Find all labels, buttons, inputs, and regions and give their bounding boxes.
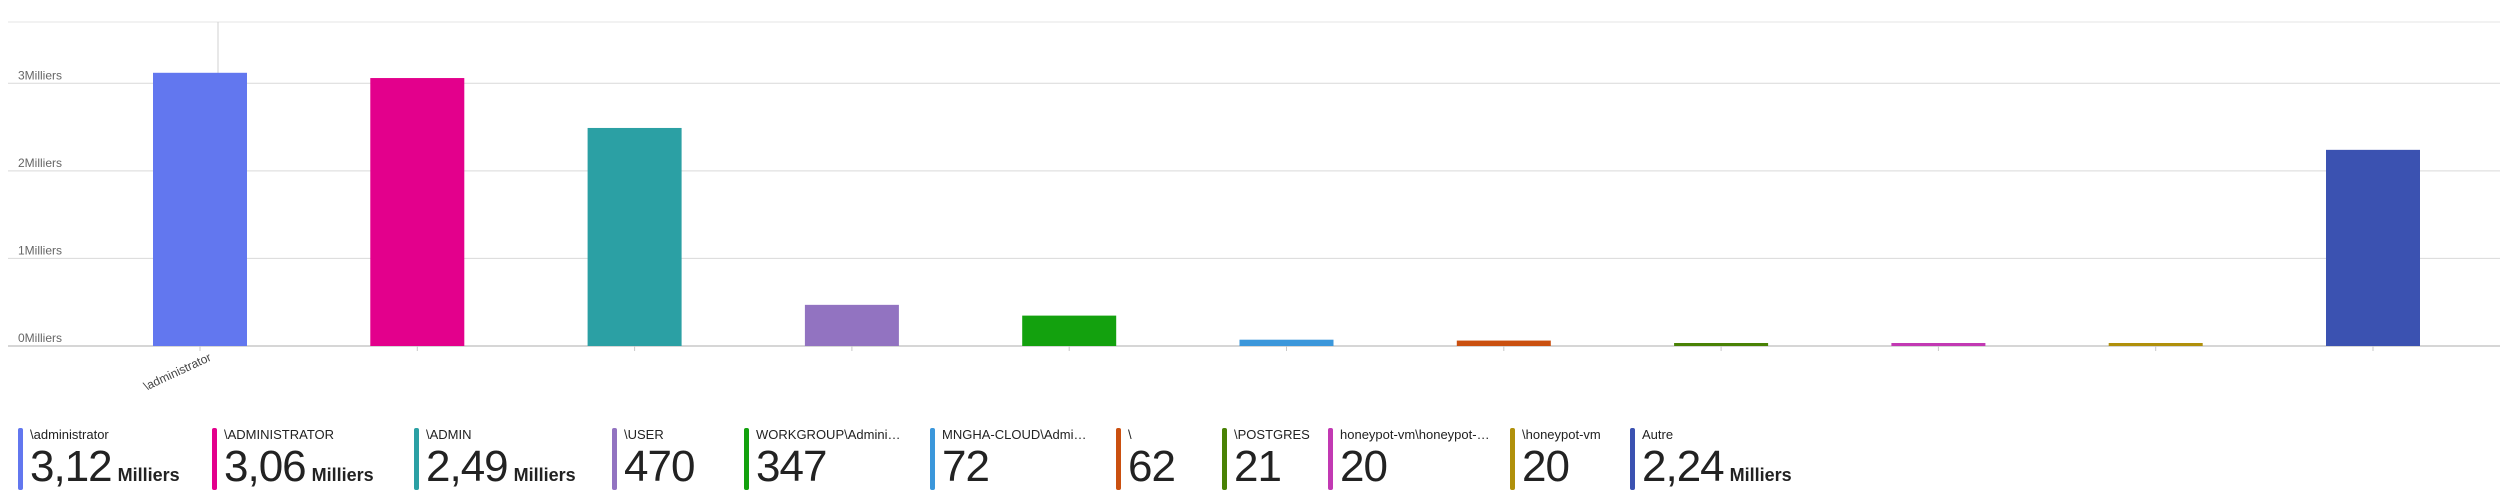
legend-item[interactable]: \ADMINISTRATOR 3,06 Milliers: [212, 428, 374, 490]
legend-text: \USER 470: [624, 428, 695, 491]
legend-item[interactable]: WORKGROUP\Administra... 347: [744, 428, 906, 490]
legend-color-swatch: [612, 428, 617, 490]
legend-item[interactable]: \administrator 3,12 Milliers: [18, 428, 180, 490]
bar-0[interactable]: [153, 72, 247, 347]
legend-color-swatch: [1222, 428, 1227, 490]
legend-value: 2,49: [426, 442, 509, 491]
x-tick-label: \administrator: [141, 350, 213, 393]
chart-legend: \administrator 3,12 Milliers \ADMINISTRATOR…: [0, 420, 2513, 492]
legend-value: 21: [1234, 442, 1282, 491]
legend-item[interactable]: \ 62: [1116, 428, 1176, 491]
legend-label: \: [1128, 428, 1132, 442]
legend-color-swatch: [1510, 428, 1515, 490]
legend-value-row: 20: [1522, 444, 1601, 490]
legend-text: \honeypot-vm 20: [1522, 428, 1601, 490]
legend-value-row: 62: [1128, 442, 1176, 491]
legend-label: \ADMINISTRATOR: [224, 428, 335, 442]
legend-label: honeypot-vm\honeypot-vm: [1340, 428, 1490, 442]
legend-label: \honeypot-vm: [1522, 428, 1601, 442]
legend-text: \administrator 3,12 Milliers: [30, 428, 180, 490]
y-tick-label: 1Milliers: [18, 243, 62, 257]
legend-value: 20: [1522, 442, 1570, 491]
legend-value-row: 20: [1340, 444, 1490, 490]
legend-unit: Milliers: [311, 465, 374, 485]
bar-1[interactable]: [370, 78, 465, 346]
legend-color-swatch: [744, 428, 749, 490]
bar-6[interactable]: [1456, 340, 1551, 346]
legend-label: \USER: [624, 428, 664, 442]
legend-text: MNGHA-CLOUD\Adminis... 72: [942, 428, 1092, 490]
legend-color-swatch: [414, 428, 419, 490]
legend-text: Autre 2,24 Milliers: [1642, 428, 1792, 490]
legend-color-swatch: [1630, 428, 1635, 490]
legend-value-row: 470: [624, 442, 695, 491]
bar-7[interactable]: [1674, 343, 1769, 346]
legend-text: \ 62: [1128, 428, 1176, 491]
legend-item[interactable]: MNGHA-CLOUD\Adminis... 72: [930, 428, 1092, 490]
legend-unit: Milliers: [117, 465, 180, 485]
legend-value-row: 72: [942, 444, 1092, 490]
legend-label: \ADMIN: [426, 428, 472, 442]
legend-unit: Milliers: [513, 465, 576, 485]
bar-2[interactable]: [587, 127, 682, 346]
bar-9[interactable]: [2108, 343, 2203, 346]
chart-svg: 0Milliers 1Milliers 2Milliers 3Milliers \adm…: [8, 21, 2500, 393]
bar-chart: 0Milliers 1Milliers 2Milliers 3Milliers \adm…: [8, 21, 2500, 393]
legend-label: \POSTGRES: [1234, 428, 1310, 442]
legend-value: 470: [624, 442, 695, 491]
legend-color-swatch: [18, 428, 23, 490]
y-tick-label: 2Milliers: [18, 156, 62, 170]
legend-text: honeypot-vm\honeypot-vm 20: [1340, 428, 1490, 490]
bar-10[interactable]: [2326, 149, 2420, 346]
y-tick-label: 3Milliers: [18, 68, 62, 82]
bar-5[interactable]: [1239, 339, 1334, 346]
legend-value: 62: [1128, 442, 1176, 491]
legend-value-row: 2,24 Milliers: [1642, 444, 1792, 490]
bar-4[interactable]: [1022, 315, 1117, 346]
legend-item[interactable]: \USER 470: [612, 428, 695, 491]
legend-text: \POSTGRES 21: [1234, 428, 1310, 490]
legend-color-swatch: [930, 428, 935, 490]
legend-value: 72: [942, 442, 990, 491]
bar-8[interactable]: [1891, 343, 1986, 346]
legend-label: WORKGROUP\Administra...: [756, 428, 906, 442]
legend-value: 3,06: [224, 442, 307, 491]
legend-label: Autre: [1642, 428, 1674, 442]
legend-item[interactable]: \honeypot-vm 20: [1510, 428, 1601, 490]
legend-value-row: 347: [756, 444, 906, 490]
legend-value: 2,24: [1642, 442, 1725, 491]
legend-unit: Milliers: [1729, 465, 1792, 485]
legend-color-swatch: [212, 428, 217, 490]
legend-value: 3,12: [30, 442, 113, 491]
legend-value-row: 2,49 Milliers: [426, 444, 576, 490]
legend-value-row: 21: [1234, 444, 1310, 490]
legend-value: 347: [756, 442, 827, 491]
legend-text: WORKGROUP\Administra... 347: [756, 428, 906, 490]
legend-color-swatch: [1328, 428, 1333, 490]
legend-value-row: 3,06 Milliers: [224, 444, 374, 490]
legend-color-swatch: [1116, 428, 1121, 490]
legend-item[interactable]: \ADMIN 2,49 Milliers: [414, 428, 576, 490]
legend-text: \ADMINISTRATOR 3,06 Milliers: [224, 428, 374, 490]
legend-item[interactable]: \POSTGRES 21: [1222, 428, 1310, 490]
legend-label: \administrator: [30, 428, 109, 442]
legend-label: MNGHA-CLOUD\Adminis...: [942, 428, 1092, 442]
legend-value-row: 3,12 Milliers: [30, 444, 180, 490]
legend-item[interactable]: honeypot-vm\honeypot-vm 20: [1328, 428, 1490, 490]
legend-item[interactable]: Autre 2,24 Milliers: [1630, 428, 1792, 490]
y-tick-label: 0Milliers: [18, 331, 62, 345]
legend-value: 20: [1340, 442, 1388, 491]
legend-text: \ADMIN 2,49 Milliers: [426, 428, 576, 490]
bar-3[interactable]: [804, 304, 899, 346]
